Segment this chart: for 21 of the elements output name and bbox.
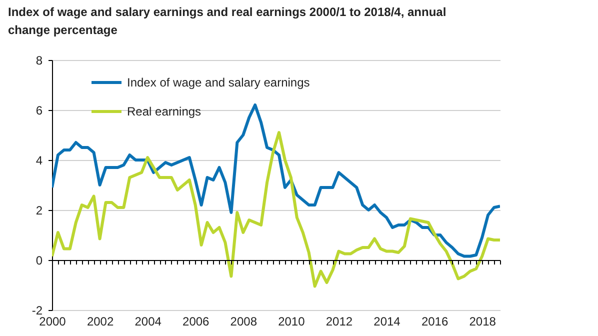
x-tick-label: 2010 [278, 314, 306, 328]
x-tick-label: 2016 [421, 314, 448, 328]
y-tick-label: 8 [36, 54, 43, 68]
chart-title: Index of wage and salary earnings and real earnings 2000/1 to 2018/4, annual change percentage [8, 4, 448, 39]
legend-label: Real earnings [127, 104, 202, 118]
x-tick-label: 2004 [134, 314, 162, 328]
legend-label: Index of wage and salary earnings [127, 76, 310, 90]
x-tick-label: 2012 [326, 314, 353, 328]
x-tick-label: 2002 [86, 314, 114, 328]
x-tick-label: 2018 [469, 314, 496, 328]
x-tick-label: 2006 [182, 314, 210, 328]
x-tick-label: 2000 [39, 314, 66, 328]
x-tick-label: 2014 [374, 314, 401, 328]
y-tick-label: 2 [36, 204, 43, 218]
y-tick-label: 6 [36, 104, 43, 118]
line-series [52, 131, 500, 288]
line-series [52, 104, 500, 258]
y-tick-label: 0 [36, 254, 43, 268]
y-tick-label: 4 [36, 154, 43, 168]
x-tick-label: 2008 [230, 314, 258, 328]
y-tick-label: -2 [32, 304, 43, 318]
